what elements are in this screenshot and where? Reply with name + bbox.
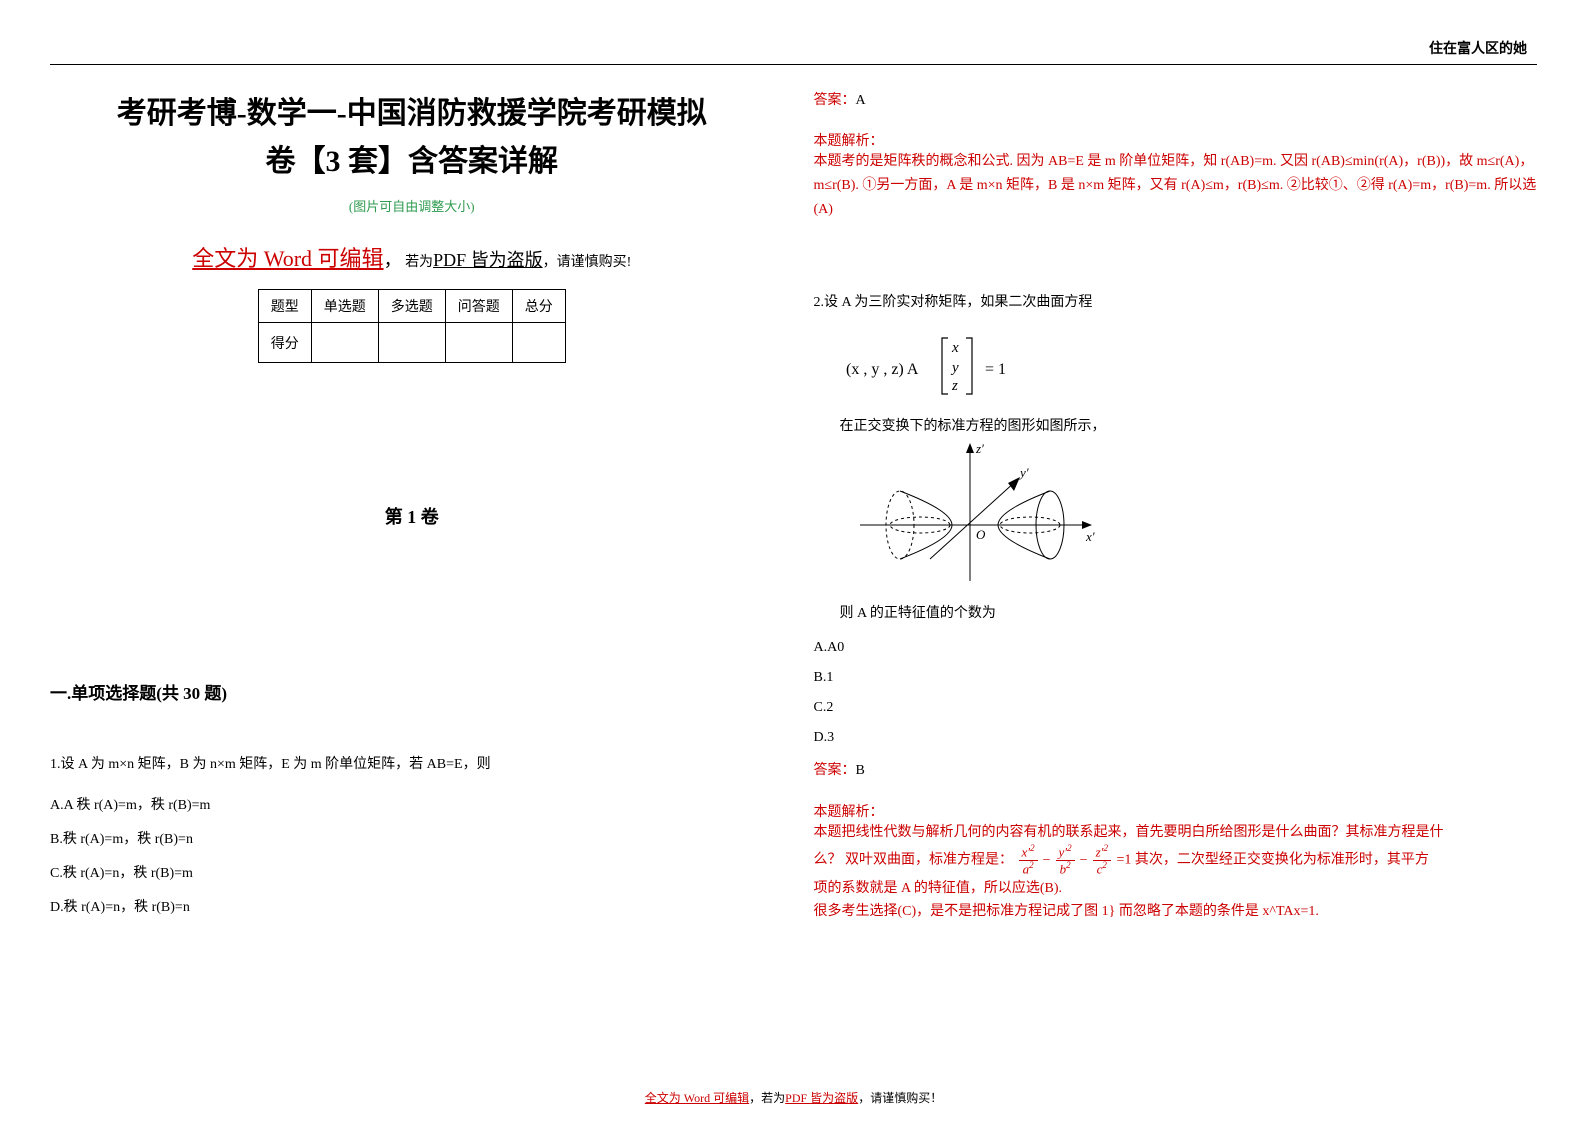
q1-opt-a: A.A 秩 r(A)=m，秩 r(B)=m bbox=[50, 794, 774, 814]
q2-analysis-2: 么？ 双叶双曲面，标准方程是： x′2 a2 − y′2 b2 − bbox=[814, 844, 1538, 876]
q2-mid: 在正交变换下的标准方程的图形如图所示， bbox=[840, 415, 1538, 435]
bracket-left bbox=[942, 338, 948, 394]
title-line-2: 卷【3 套】含答案详解 bbox=[50, 138, 774, 186]
word-notice: 全文为 Word 可编辑， 若为PDF 皆为盗版，请谨慎购买! bbox=[50, 241, 774, 273]
footer-red-1: 全文为 Word 可编辑 bbox=[645, 1091, 749, 1105]
q2-answer: 答案：B bbox=[814, 760, 1538, 782]
q2-analysis-4: 很多考生选择(C)，是不是把标准方程记成了图 1} 而忽略了本题的条件是 x^T… bbox=[814, 900, 1538, 924]
resize-note: (图片可自由调整大小) bbox=[50, 196, 774, 215]
vec-z: z bbox=[951, 378, 958, 394]
q1-answer: 答案：A bbox=[814, 90, 1538, 112]
th-total: 总分 bbox=[512, 290, 565, 323]
td-single bbox=[311, 323, 378, 363]
th-qa: 问答题 bbox=[445, 290, 512, 323]
q2-opt-b: B.1 bbox=[814, 670, 1538, 686]
frac-3: z′2 c2 bbox=[1093, 844, 1111, 876]
x-label: x′ bbox=[1085, 529, 1095, 544]
frac1-num: x′2 bbox=[1019, 844, 1038, 861]
minus-1: − bbox=[1043, 849, 1051, 873]
frac-1: x′2 a2 bbox=[1019, 844, 1038, 876]
td-total bbox=[512, 323, 565, 363]
ruowei: 若为 bbox=[405, 255, 433, 270]
origin-label: O bbox=[976, 527, 986, 542]
frac2-den: b2 bbox=[1057, 861, 1074, 877]
footer: 全文为 Word 可编辑，若为PDF 皆为盗版，请谨慎购买！ bbox=[0, 1089, 1587, 1106]
answer-label: 答案： bbox=[814, 93, 856, 108]
analysis-label: 本题解析： bbox=[814, 130, 1538, 150]
columns: 考研考博-数学一-中国消防救援学院考研模拟 卷【3 套】含答案详解 (图片可自由… bbox=[50, 90, 1537, 930]
notice-tail: ，请谨慎购买! bbox=[543, 255, 632, 270]
th-single: 单选题 bbox=[311, 290, 378, 323]
y-label: y′ bbox=[1018, 465, 1029, 480]
word-editable: 全文为 Word 可编辑 bbox=[192, 246, 383, 271]
z-label: z′ bbox=[975, 441, 984, 456]
standard-equation: x′2 a2 − y′2 b2 − z′2 c2 bbox=[1017, 844, 1113, 876]
pdf-piracy: PDF 皆为盗版 bbox=[433, 250, 543, 270]
table-header-row: 题型 单选题 多选题 问答题 总分 bbox=[258, 290, 565, 323]
title-line-1: 考研考博-数学一-中国消防救援学院考研模拟 bbox=[50, 90, 774, 138]
score-table: 题型 单选题 多选题 问答题 总分 得分 bbox=[258, 289, 566, 363]
q2-post: 则 A 的正特征值的个数为 bbox=[840, 602, 1538, 622]
header-rule bbox=[50, 64, 1537, 65]
minus-2: − bbox=[1080, 849, 1088, 873]
table-score-row: 得分 bbox=[258, 323, 565, 363]
q2-answer-value: B bbox=[856, 763, 865, 778]
eq-prefix: (x , y , z) A bbox=[846, 361, 919, 378]
footer-t1: ，若为 bbox=[749, 1091, 785, 1105]
left-column: 考研考博-数学一-中国消防救援学院考研模拟 卷【3 套】含答案详解 (图片可自由… bbox=[50, 90, 774, 930]
frac1-den: a2 bbox=[1020, 861, 1037, 877]
a2b: =1 其次，二次型经正交变换化为标准形时，其平方 bbox=[1116, 853, 1428, 868]
eq-suffix: = 1 bbox=[985, 361, 1006, 378]
matrix-equation-svg: (x , y , z) A x y z = 1 bbox=[840, 332, 1050, 402]
q1-opt-c: C.秩 r(A)=n，秩 r(B)=m bbox=[50, 862, 774, 882]
footer-t2: ，请谨慎购买！ bbox=[858, 1091, 942, 1105]
frac2-num: y′2 bbox=[1056, 844, 1075, 861]
q1-analysis-block: 本题解析： 本题考的是矩阵秩的概念和公式. 因为 AB=E 是 m 阶单位矩阵，… bbox=[814, 130, 1538, 221]
q1-stem: 1.设 A 为 m×n 矩阵，B 为 n×m 矩阵，E 为 m 阶单位矩阵，若 … bbox=[50, 754, 774, 776]
q2-analysis-1: 本题把线性代数与解析几何的内容有机的联系起来，首先要明白所给图形是什么曲面？其标… bbox=[814, 821, 1538, 845]
frac3-num: z′2 bbox=[1093, 844, 1111, 861]
vec-x: x bbox=[951, 340, 959, 356]
q2-analysis-block: 本题解析： 本题把线性代数与解析几何的内容有机的联系起来，首先要明白所给图形是什… bbox=[814, 801, 1538, 925]
td-label: 得分 bbox=[258, 323, 311, 363]
header-subtitle: 住在富人区的她 bbox=[1429, 38, 1527, 58]
footer-red-2: PDF 皆为盗版 bbox=[785, 1091, 858, 1105]
z-arrow bbox=[966, 443, 974, 453]
th-multi: 多选题 bbox=[378, 290, 445, 323]
volume-title: 第 1 卷 bbox=[50, 503, 774, 529]
section-1-title: 一.单项选择题(共 30 题) bbox=[50, 679, 774, 704]
bracket-right bbox=[966, 338, 972, 394]
q2-opt-c: C.2 bbox=[814, 700, 1538, 716]
answer-label-2: 答案： bbox=[814, 763, 856, 778]
q2-stem: 2.设 A 为三阶实对称矩阵，如果二次曲面方程 bbox=[814, 292, 1538, 314]
th-type: 题型 bbox=[258, 290, 311, 323]
y-arrow bbox=[1008, 477, 1020, 491]
q2-opt-a: A.A0 bbox=[814, 640, 1538, 656]
hyperboloid-svg: z′ x′ y′ O bbox=[840, 441, 1100, 591]
main-title: 考研考博-数学一-中国消防救援学院考研模拟 卷【3 套】含答案详解 bbox=[50, 90, 774, 186]
q2-graph: z′ x′ y′ O bbox=[840, 441, 1538, 596]
q2-analysis-3: 项的系数就是 A 的特征值，所以应选(B). bbox=[814, 877, 1538, 901]
vec-y: y bbox=[950, 360, 959, 376]
q1-opt-b: B.秩 r(A)=m，秩 r(B)=n bbox=[50, 828, 774, 848]
td-qa bbox=[445, 323, 512, 363]
frac-2: y′2 b2 bbox=[1056, 844, 1075, 876]
q2-opt-d: D.3 bbox=[814, 730, 1538, 746]
frac3-den: c2 bbox=[1094, 861, 1110, 877]
q1-answer-value: A bbox=[856, 93, 866, 108]
q1-opt-d: D.秩 r(A)=n，秩 r(B)=n bbox=[50, 896, 774, 916]
comma: ， bbox=[384, 250, 402, 270]
page: 住在富人区的她 考研考博-数学一-中国消防救援学院考研模拟 卷【3 套】含答案详… bbox=[0, 0, 1587, 1122]
td-multi bbox=[378, 323, 445, 363]
x-arrow bbox=[1082, 521, 1092, 529]
a2a: 么？ 双叶双曲面，标准方程是： bbox=[814, 853, 1014, 868]
q2-equation: (x , y , z) A x y z = 1 bbox=[840, 332, 1538, 407]
analysis-label-2: 本题解析： bbox=[814, 801, 1538, 821]
q1-analysis-text: 本题考的是矩阵秩的概念和公式. 因为 AB=E 是 m 阶单位矩阵，知 r(AB… bbox=[814, 150, 1538, 221]
right-column: 答案：A 本题解析： 本题考的是矩阵秩的概念和公式. 因为 AB=E 是 m 阶… bbox=[814, 90, 1538, 930]
